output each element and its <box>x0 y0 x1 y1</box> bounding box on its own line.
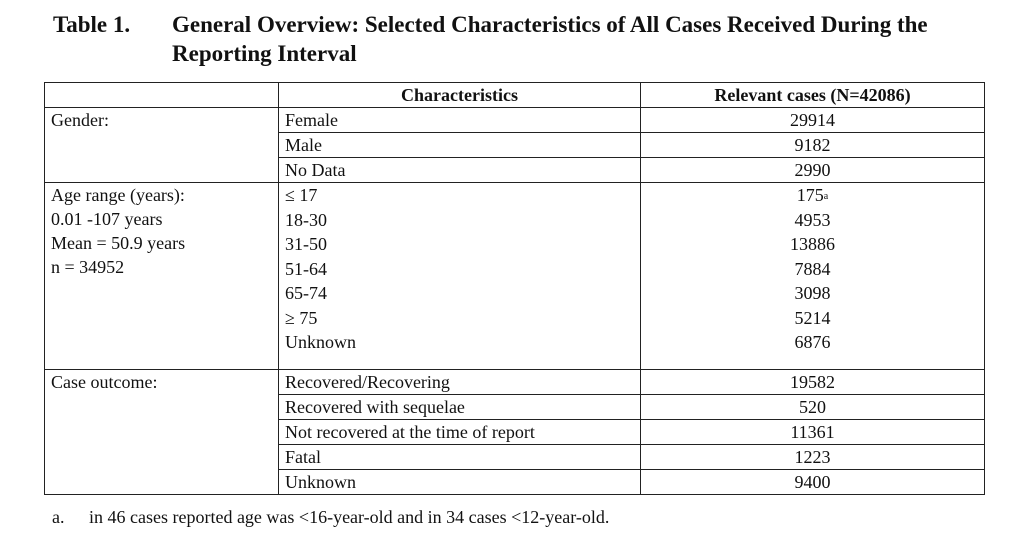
age-range-value: 13886 <box>790 234 835 254</box>
characteristics-table: Characteristics Relevant cases (N=42086)… <box>44 82 985 495</box>
table-row: Case outcome: Recovered/Recovering 19582 <box>44 369 985 495</box>
value-cell: 520 <box>640 394 985 420</box>
age-range-label: 51-64 <box>285 258 327 279</box>
header-relevant-cases: Relevant cases (N=42086) <box>640 82 985 108</box>
age-range-label: 65-74 <box>285 283 327 303</box>
header-row: Characteristics Relevant cases (N=42086) <box>44 82 985 108</box>
characteristic-cell: Not recovered at the time of report <box>278 419 641 445</box>
table-number: Table 1. <box>53 12 131 37</box>
table-caption: General Overview: Selected Characteristi… <box>172 12 928 66</box>
group-label-age: Age range (years): 0.01 -107 years Mean … <box>44 182 279 370</box>
age-range-label: 18-30 <box>285 209 327 230</box>
age-values-cell: 175a 4953 13886 7884 3098 5214 6876 <box>640 182 985 370</box>
value-cell: 19582 <box>640 369 985 395</box>
age-range-value: 6876 <box>794 332 831 352</box>
value-cell: 9400 <box>640 469 985 495</box>
group-label-line: Case outcome: <box>51 372 158 392</box>
value-cell: 11361 <box>640 419 985 445</box>
age-range-label: ≥ 75 <box>285 307 318 328</box>
header-blank <box>44 82 279 108</box>
table-row: Male 9182 <box>45 132 985 158</box>
table-row: Not recovered at the time of report 1136… <box>45 419 985 445</box>
age-range-label: 31-50 <box>285 234 327 254</box>
group-label-gender: Gender: <box>44 107 279 183</box>
age-range-value: 5214 <box>794 307 831 328</box>
value-cell: 2990 <box>640 157 985 183</box>
table-row: Recovered with sequelae 520 <box>45 394 985 420</box>
age-range-label: ≤ 17 <box>285 185 318 205</box>
footnote-text: in 46 cases reported age was <16-year-ol… <box>89 507 610 527</box>
footnote-marker: a <box>823 191 829 202</box>
age-range-value: 175a <box>647 183 978 208</box>
age-range-label: Unknown <box>285 332 356 352</box>
group-label-line: n = 34952 <box>51 257 125 277</box>
characteristic-cell: No Data <box>278 157 641 183</box>
characteristic-cell: Unknown <box>278 469 641 495</box>
group-label-line: Mean = 50.9 years <box>51 233 186 253</box>
table-row: Fatal 1223 <box>45 444 985 470</box>
table-row: Gender: Female 29914 <box>44 107 985 183</box>
value-cell: 29914 <box>640 107 985 133</box>
header-characteristics: Characteristics <box>278 82 641 108</box>
characteristic-cell: Recovered with sequelae <box>278 394 641 420</box>
characteristic-cell: Recovered/Recovering <box>278 369 641 395</box>
group-label-line: 0.01 -107 years <box>51 209 163 229</box>
characteristic-cell: Fatal <box>278 444 641 470</box>
age-range-value: 7884 <box>794 258 831 279</box>
group-label-line: Age range (years): <box>51 185 185 205</box>
value-cell: 9182 <box>640 132 985 158</box>
table-row-age-group: Age range (years): 0.01 -107 years Mean … <box>44 182 985 370</box>
group-label-outcome: Case outcome: <box>44 369 279 495</box>
value-cell: 1223 <box>640 444 985 470</box>
value-text: 175 <box>796 185 824 205</box>
age-characteristics-cell: ≤ 17 18-30 31-50 51-64 65-74 ≥ 75 Unknow… <box>278 182 641 370</box>
table-row: Unknown 9400 <box>45 469 985 495</box>
footnote-letter: a. <box>52 507 65 527</box>
age-range-value: 3098 <box>794 283 831 303</box>
characteristic-cell: Female <box>278 107 641 133</box>
group-label-line: Gender: <box>51 110 109 130</box>
characteristic-cell: Male <box>278 132 641 158</box>
age-range-value: 4953 <box>794 209 831 230</box>
